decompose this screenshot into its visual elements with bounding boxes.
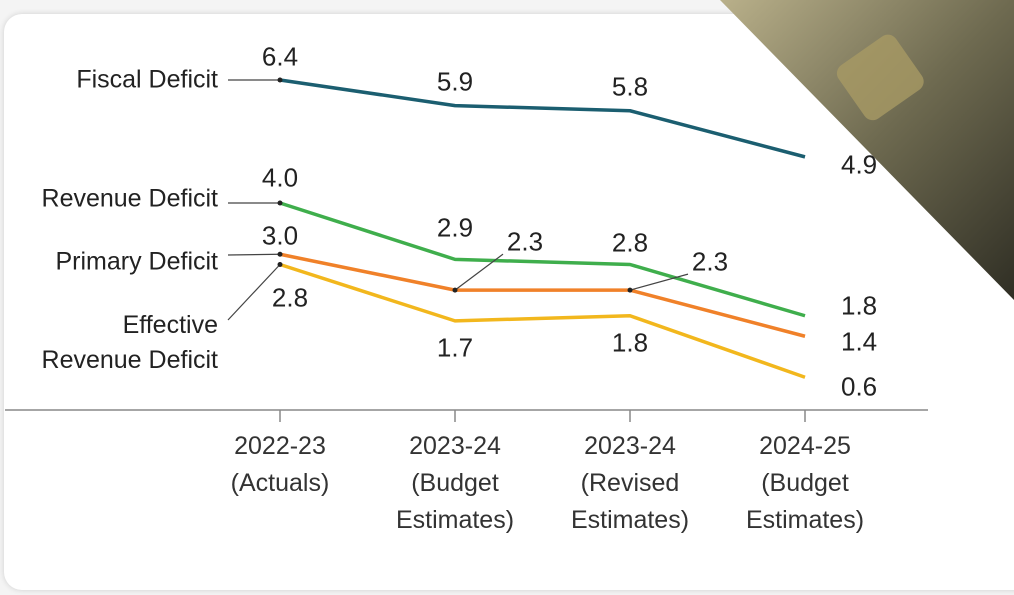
corner-photo <box>720 0 1014 300</box>
value-label: 2.3 <box>506 226 544 257</box>
value-label: 1.4 <box>841 326 878 357</box>
value-label: 0.6 <box>841 371 878 402</box>
series-name: Revenue Deficit <box>41 184 218 213</box>
value-label: 2.8 <box>611 227 649 257</box>
value-label: 2.3 <box>691 246 729 277</box>
series-line <box>279 201 806 318</box>
value-label: 4.0 <box>261 162 299 193</box>
series-line <box>279 262 806 379</box>
corner-photo-detail <box>836 34 924 121</box>
value-label: 4.9 <box>841 149 878 180</box>
value-label: 2.9 <box>436 212 474 243</box>
point-dot <box>452 287 458 293</box>
x-tick-label: 2022-23 (Actuals) <box>230 432 330 497</box>
series-line <box>279 252 806 338</box>
point-dot <box>277 200 283 206</box>
value-label: 1.8 <box>841 290 878 321</box>
x-tick-label: 2023-24 (Budget Estimates) <box>395 432 515 534</box>
series-name: Primary Deficit <box>55 247 218 276</box>
point-dot <box>277 251 283 257</box>
x-tick-label: 2023-24 (Revised Estimates) <box>570 432 690 534</box>
value-label: 2.8 <box>271 282 309 312</box>
point-dot <box>627 287 633 293</box>
value-label: 3.0 <box>261 220 299 251</box>
value-label: 5.8 <box>611 71 649 102</box>
series-name: Effective Revenue Deficit <box>41 311 218 374</box>
value-label: 6.4 <box>261 41 299 72</box>
value-leader <box>454 253 504 291</box>
name-leader <box>227 253 281 256</box>
value-label: 5.9 <box>436 66 474 97</box>
value-label: 1.8 <box>611 327 649 358</box>
x-tick-label: 2024-25 (Budget Estimates) <box>745 432 865 534</box>
point-dot <box>277 77 283 83</box>
point-dot <box>277 262 283 267</box>
value-leader <box>629 273 689 291</box>
series-line <box>279 78 806 159</box>
value-label: 1.7 <box>436 332 474 363</box>
name-leader <box>227 264 281 321</box>
series-name: Fiscal Deficit <box>76 65 218 94</box>
